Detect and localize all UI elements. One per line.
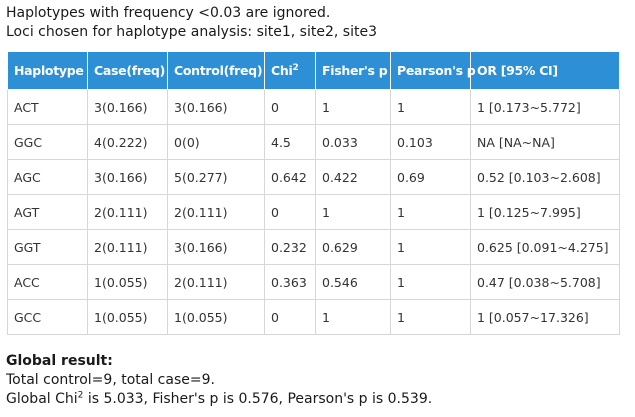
table-row: ACT 3(0.166) 3(0.166) 0 1 1 1 [0.173~5.772] bbox=[7, 89, 620, 125]
header-chi-text: Chi bbox=[271, 63, 293, 79]
cell-chi: 0.363 bbox=[264, 264, 316, 300]
cell-case: 2(0.111) bbox=[87, 229, 168, 265]
cell-or: 0.47 [0.038~5.708] bbox=[470, 264, 620, 300]
cell-case: 1(0.055) bbox=[87, 264, 168, 300]
cell-case: 3(0.166) bbox=[87, 159, 168, 195]
table-row: AGC 3(0.166) 5(0.277) 0.642 0.422 0.69 0.52 [0… bbox=[7, 159, 620, 195]
cell-pearson: 1 bbox=[390, 89, 471, 125]
cell-control: 5(0.277) bbox=[167, 159, 265, 195]
cell-case: 1(0.055) bbox=[87, 299, 168, 335]
cell-control: 3(0.166) bbox=[167, 229, 265, 265]
table-row: GCC 1(0.055) 1(0.055) 0 1 1 1 [0.057~17.326] bbox=[7, 299, 620, 335]
cell-fisher: 1 bbox=[315, 89, 391, 125]
cell-or: NA [NA~NA] bbox=[470, 124, 620, 160]
cell-haplotype: GGC bbox=[7, 124, 88, 160]
cell-control: 2(0.111) bbox=[167, 194, 265, 230]
table-row: GGT 2(0.111) 3(0.166) 0.232 0.629 1 0.625 [0.0… bbox=[7, 229, 620, 265]
cell-pearson: 1 bbox=[390, 264, 471, 300]
cell-fisher: 0.033 bbox=[315, 124, 391, 160]
global-totals: Total control=9, total case=9. bbox=[6, 372, 215, 388]
cell-pearson: 1 bbox=[390, 194, 471, 230]
cell-fisher: 0.629 bbox=[315, 229, 391, 265]
global-stat-values: is 5.033, Fisher's p is 0.576, Pearson's… bbox=[83, 391, 433, 407]
header-haplotype: Haplotype bbox=[7, 51, 88, 90]
header-chi: Chi2 bbox=[264, 51, 316, 90]
table-body: ACT 3(0.166) 3(0.166) 0 1 1 1 [0.173~5.772] GGC… bbox=[7, 89, 620, 335]
cell-haplotype: GGT bbox=[7, 229, 88, 265]
cell-chi: 0 bbox=[264, 89, 316, 125]
cell-control: 0(0) bbox=[167, 124, 265, 160]
cell-chi: 0 bbox=[264, 299, 316, 335]
cell-control: 2(0.111) bbox=[167, 264, 265, 300]
cell-haplotype: ACT bbox=[7, 89, 88, 125]
cell-case: 3(0.166) bbox=[87, 89, 168, 125]
header-pearson: Pearson's p bbox=[390, 51, 476, 90]
table-row: AGT 2(0.111) 2(0.111) 0 1 1 1 [0.125~7.995] bbox=[7, 194, 620, 230]
cell-haplotype: AGT bbox=[7, 194, 88, 230]
header-control: Control(freq) bbox=[167, 51, 265, 90]
cell-case: 4(0.222) bbox=[87, 124, 168, 160]
cell-control: 3(0.166) bbox=[167, 89, 265, 125]
cell-pearson: 0.69 bbox=[390, 159, 471, 195]
cell-haplotype: ACC bbox=[7, 264, 88, 300]
cell-haplotype: AGC bbox=[7, 159, 88, 195]
global-result-title: Global result: bbox=[6, 353, 113, 369]
cell-or: 1 [0.173~5.772] bbox=[470, 89, 620, 125]
frequency-note: Haplotypes with frequency <0.03 are igno… bbox=[6, 5, 331, 21]
cell-fisher: 1 bbox=[315, 194, 391, 230]
cell-pearson: 1 bbox=[390, 299, 471, 335]
cell-pearson: 0.103 bbox=[390, 124, 471, 160]
table-row: ACC 1(0.055) 2(0.111) 0.363 0.546 1 0.47 [0.03… bbox=[7, 264, 620, 300]
cell-haplotype: GCC bbox=[7, 299, 88, 335]
header-chi-sup: 2 bbox=[292, 62, 299, 73]
cell-pearson: 1 bbox=[390, 229, 471, 265]
cell-chi: 0.642 bbox=[264, 159, 316, 195]
cell-or: 1 [0.057~17.326] bbox=[470, 299, 620, 335]
cell-or: 0.52 [0.103~2.608] bbox=[470, 159, 620, 195]
cell-fisher: 0.422 bbox=[315, 159, 391, 195]
table-header-row: Haplotype Case(freq) Control(freq) Chi2 … bbox=[7, 51, 620, 90]
global-chi-prefix: Global Chi bbox=[6, 391, 78, 407]
header-or: OR [95% CI] bbox=[470, 51, 620, 90]
haplotype-table: Haplotype Case(freq) Control(freq) Chi2 … bbox=[7, 51, 620, 335]
global-statistics: Global Chi2 is 5.033, Fisher's p is 0.57… bbox=[6, 390, 432, 408]
cell-chi: 0.232 bbox=[264, 229, 316, 265]
loci-note: Loci chosen for haplotype analysis: site… bbox=[6, 24, 377, 40]
cell-control: 1(0.055) bbox=[167, 299, 265, 335]
cell-or: 0.625 [0.091~4.275] bbox=[470, 229, 620, 265]
table-row: GGC 4(0.222) 0(0) 4.5 0.033 0.103 NA [NA~NA] bbox=[7, 124, 620, 160]
cell-or: 1 [0.125~7.995] bbox=[470, 194, 620, 230]
header-fisher: Fisher's p bbox=[315, 51, 391, 90]
cell-case: 2(0.111) bbox=[87, 194, 168, 230]
cell-fisher: 0.546 bbox=[315, 264, 391, 300]
header-case: Case(freq) bbox=[87, 51, 168, 90]
cell-chi: 0 bbox=[264, 194, 316, 230]
cell-fisher: 1 bbox=[315, 299, 391, 335]
global-chi-sup: 2 bbox=[77, 390, 84, 401]
cell-chi: 4.5 bbox=[264, 124, 316, 160]
